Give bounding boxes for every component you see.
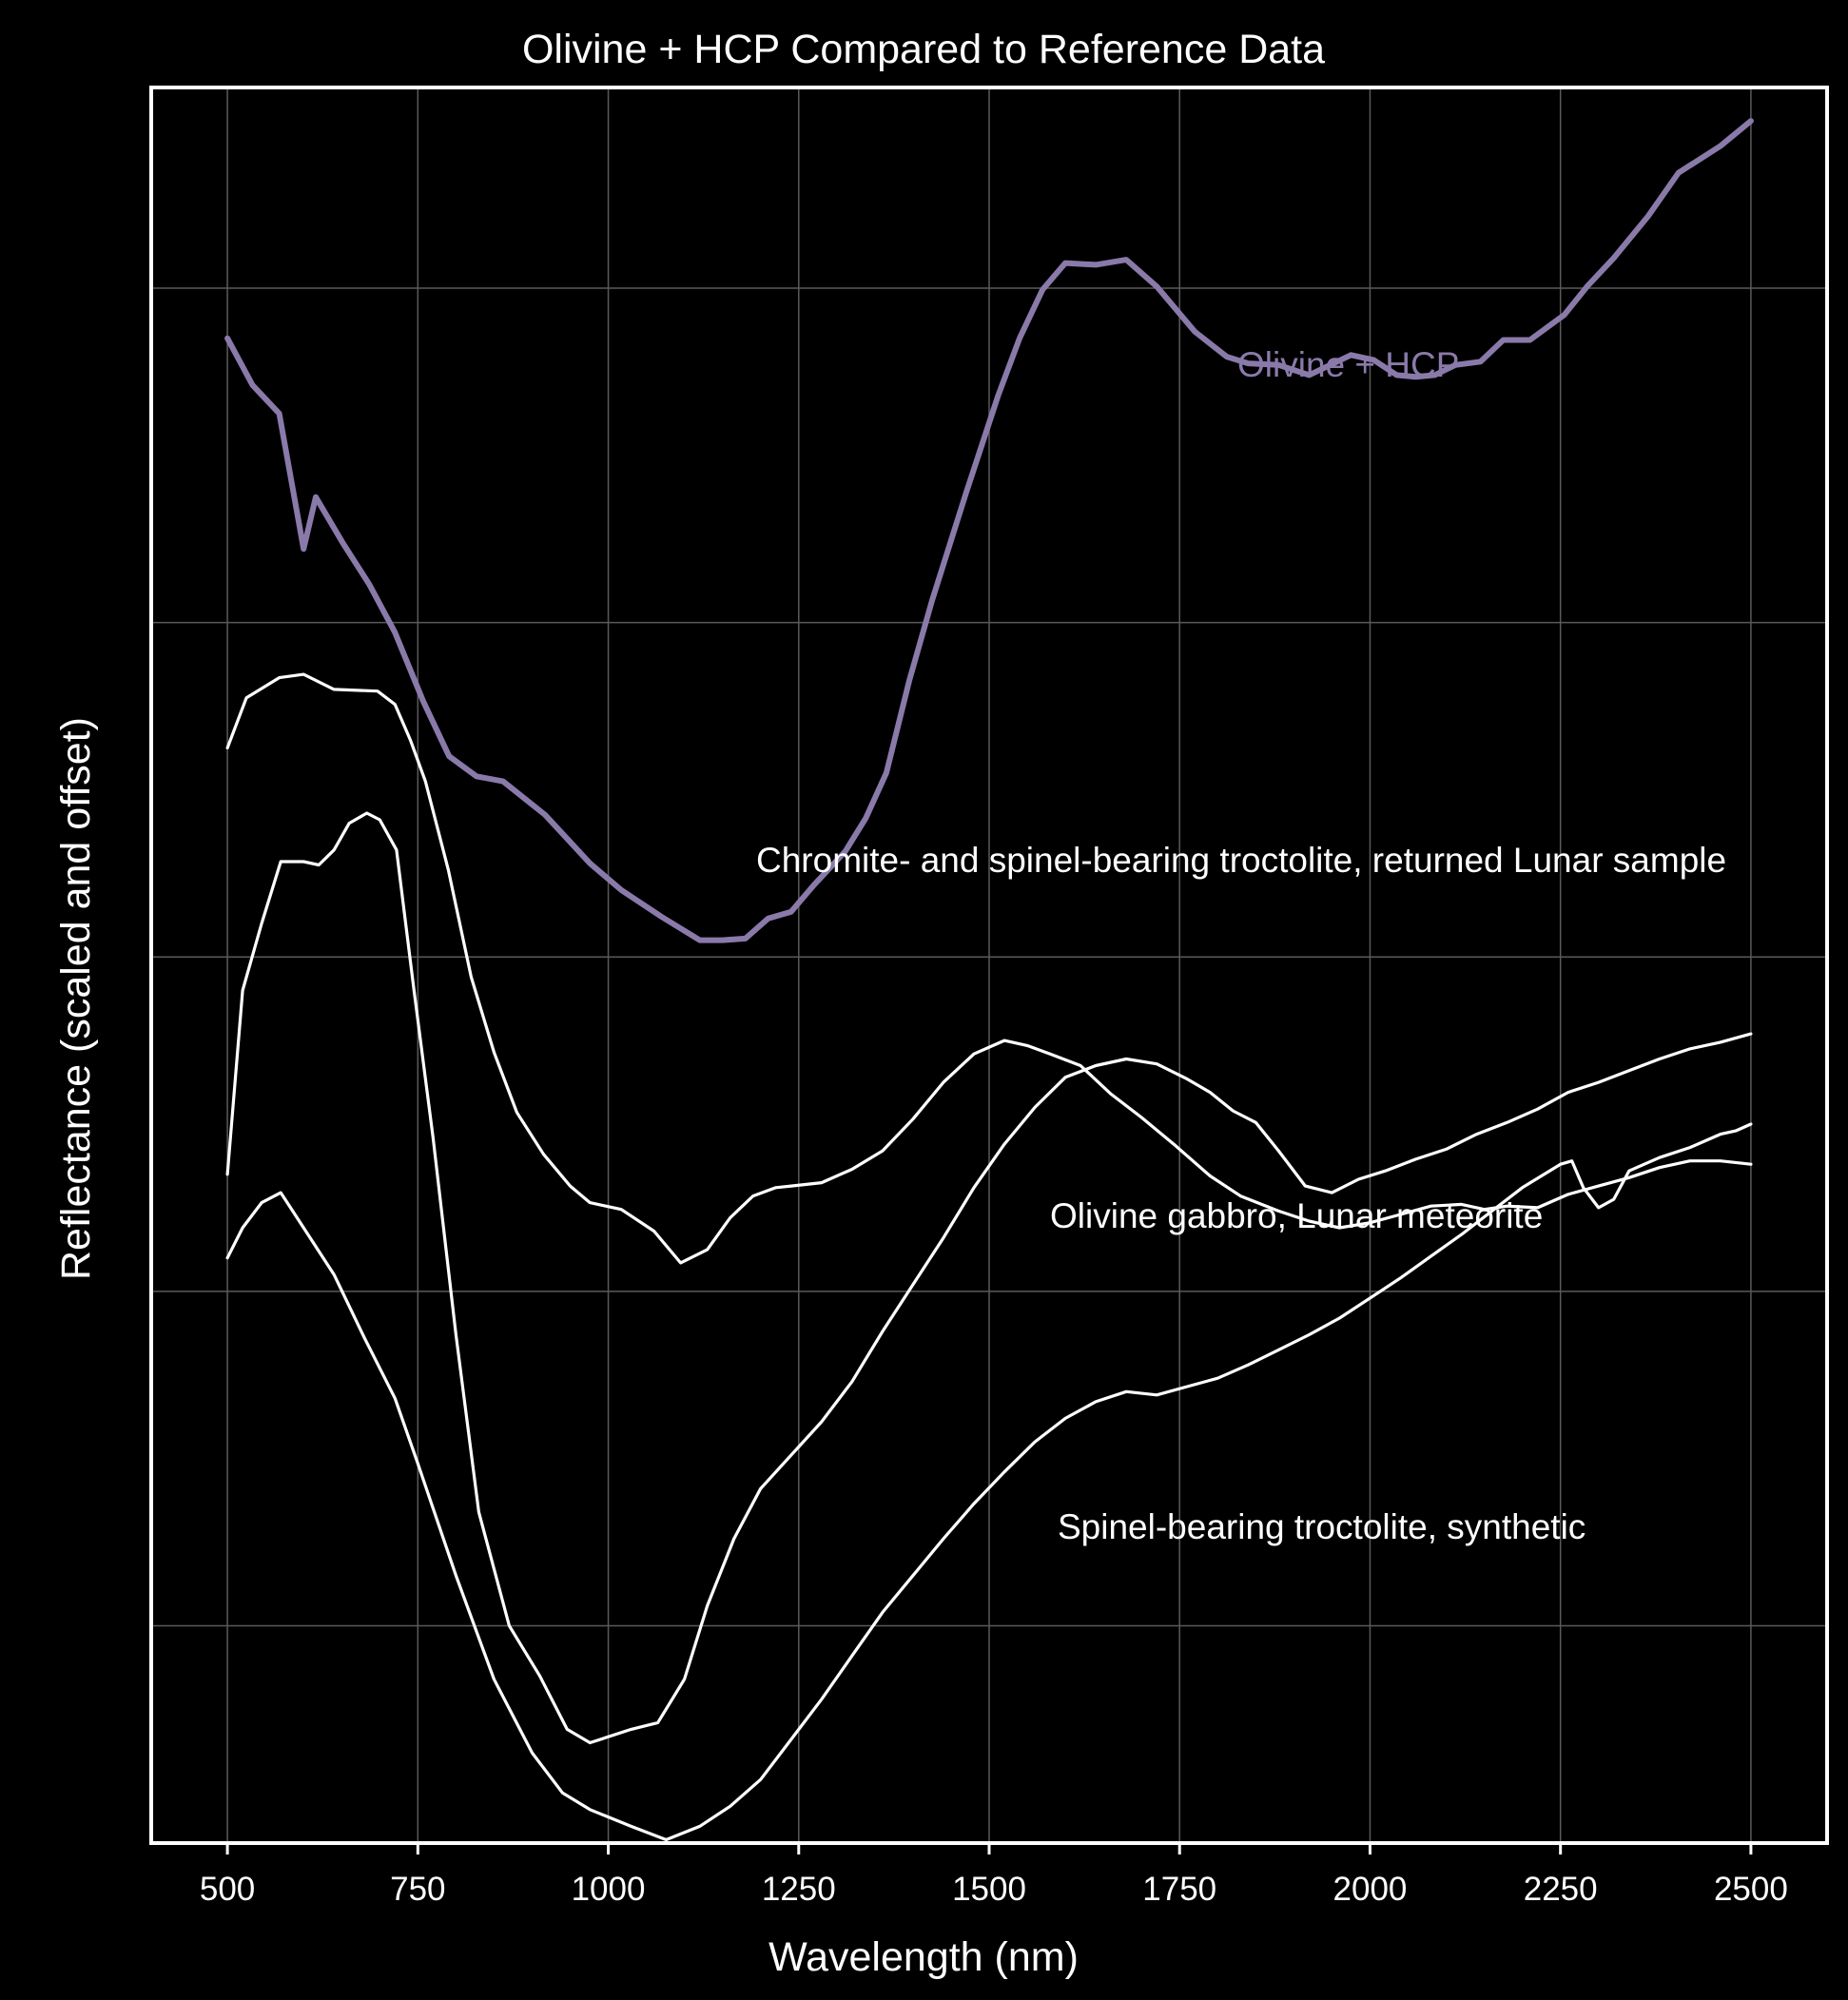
- series-layer: [224, 118, 1754, 1842]
- annotation-layer: Olivine + HCP Chromite- and spinel-bearin…: [756, 345, 1726, 1546]
- x-axis-label: Wavelength (nm): [768, 1934, 1079, 1980]
- series-annotation-1: Olivine + HCP: [1237, 345, 1459, 384]
- series-line-2: [225, 672, 1753, 1265]
- series-line-1: [224, 118, 1754, 943]
- x-tick-label: 2000: [1333, 1871, 1408, 1908]
- series-annotation-4: Spinel-bearing troctolite, synthetic: [1058, 1507, 1585, 1546]
- series-annotation-2: Chromite- and spinel-bearing troctolite,…: [756, 841, 1726, 880]
- x-tick-label: 1750: [1142, 1871, 1216, 1908]
- x-tick-label: 2250: [1524, 1871, 1598, 1908]
- x-tick-layer: 500 750 1000 1250 1500 1750 2000 2250 2500: [200, 1843, 1788, 1908]
- series-line-4: [225, 1122, 1753, 1842]
- x-tick-label: 1250: [762, 1871, 836, 1908]
- y-axis-label: Reflectance (scaled and offset): [53, 717, 99, 1280]
- grid-layer: [151, 87, 1827, 1843]
- x-tick-label: 750: [390, 1871, 445, 1908]
- series-annotation-3: Olivine gabbro, Lunar meteorite: [1050, 1196, 1543, 1235]
- x-tick-label: 500: [200, 1871, 255, 1908]
- x-tick-label: 1000: [572, 1871, 646, 1908]
- x-tick-label: 2500: [1714, 1871, 1788, 1908]
- chart-title: Olivine + HCP Compared to Reference Data: [522, 27, 1325, 72]
- series-line-3: [225, 811, 1753, 1745]
- x-tick-label: 1500: [952, 1871, 1026, 1908]
